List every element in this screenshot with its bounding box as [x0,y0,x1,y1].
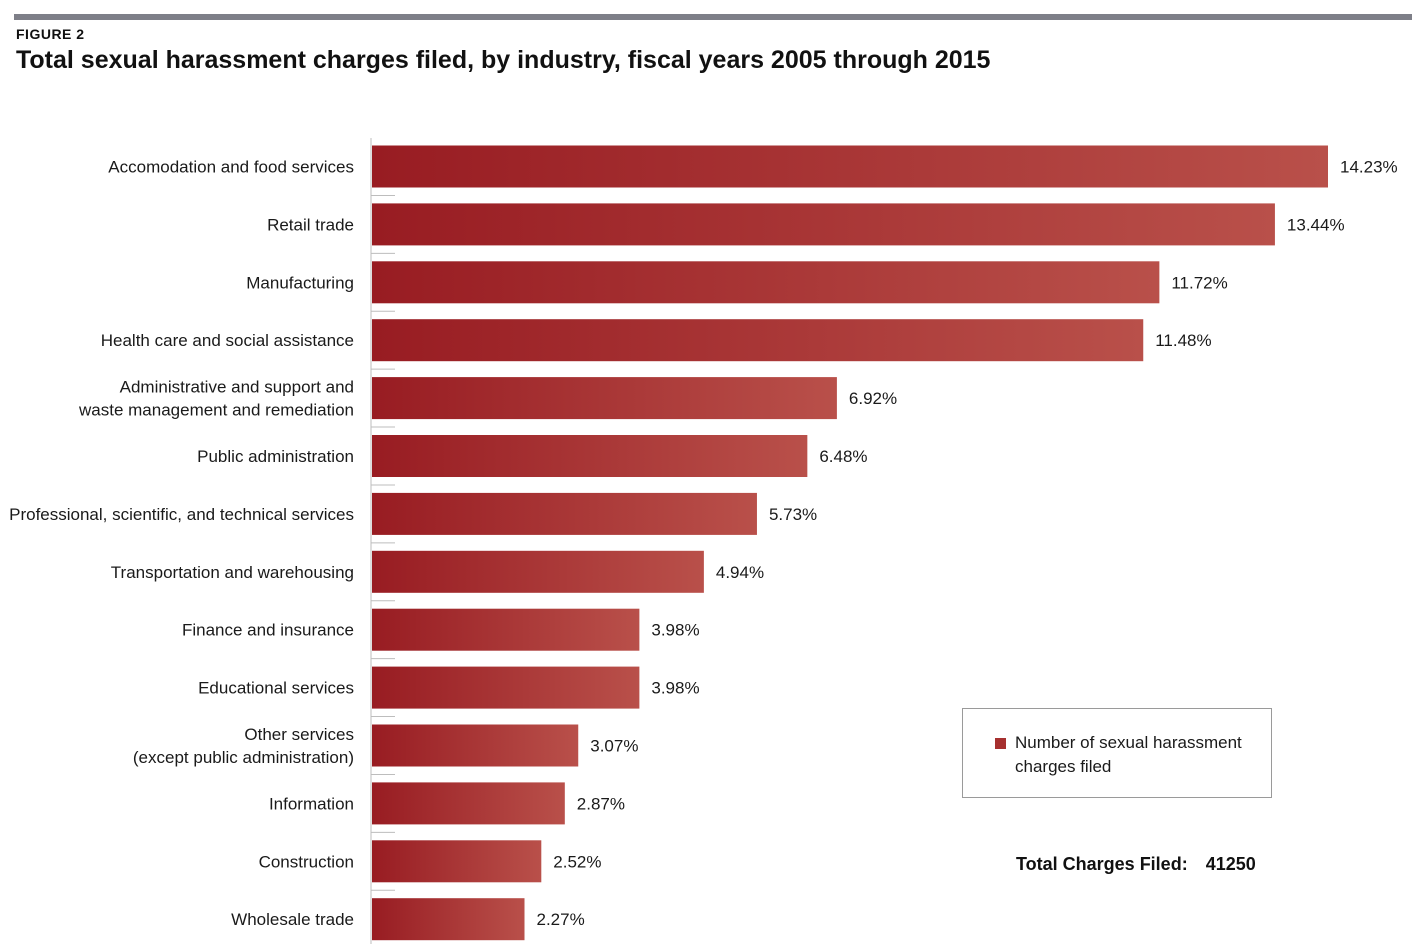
labels-layer: 14.23% Accomodation and food services 13.4… [9,158,1398,930]
category-label-line: Information [269,794,354,813]
legend-entry-label: Number of sexual harassment charges file… [1015,733,1242,776]
category-label: Transportation and warehousing [111,563,354,582]
bar [372,840,542,883]
legend-swatch [995,738,1006,749]
category-label-line: (except public administration) [133,748,354,767]
bar-value-label: 13.44% [1287,215,1345,234]
category-label-line: Accomodation and food services [108,158,354,177]
category-label-line: Retail trade [267,215,354,234]
category-label-line: Wholesale trade [231,910,354,929]
bar-value-label: 2.27% [537,910,585,929]
bar-value-label: 3.98% [651,621,699,640]
bar-value-label: 6.92% [849,389,897,408]
bar [372,608,640,651]
bar-value-label: 3.07% [590,737,638,756]
category-label-line: Administrative and support and [120,378,354,397]
bar-value-label: 11.72% [1171,273,1227,292]
category-label: Public administration [197,447,354,466]
category-label: Health care and social assistance [101,331,354,350]
bar [372,782,565,825]
bar [372,377,837,420]
bar [372,261,1160,304]
category-label-line: Manufacturing [246,273,354,292]
category-label: Educational services [198,679,354,698]
category-label: Professional, scientific, and technical … [9,505,354,524]
category-label-line: Educational services [198,679,354,698]
category-label: Wholesale trade [231,910,354,929]
category-label-line: Health care and social assistance [101,331,354,350]
bar [372,492,757,535]
category-label: Finance and insurance [182,621,354,640]
axis-layer [370,138,395,944]
bar [372,145,1328,188]
category-label-line: Construction [259,852,354,871]
category-label: Construction [259,852,354,871]
category-label: Accomodation and food services [108,158,354,177]
bar-value-label: 14.23% [1340,158,1398,177]
total-charges: Total Charges Filed: 41250 [1016,854,1256,875]
category-label-line: Professional, scientific, and technical … [9,505,354,524]
bar [372,435,808,477]
category-label: Administrative and support and waste mana… [78,378,354,420]
total-charges-label: Total Charges Filed: [1016,854,1188,874]
bar-value-label: 2.87% [577,794,625,813]
category-label: Manufacturing [246,273,354,292]
bar [372,898,525,941]
total-charges-value: 41250 [1205,854,1256,874]
bar-value-label: 6.48% [819,447,867,466]
bar [372,666,640,709]
category-label: Retail trade [267,215,354,234]
bar-value-label: 2.52% [553,852,601,871]
figure-label: FIGURE 2 [16,26,85,42]
bar-value-label: 5.73% [769,505,817,524]
category-label-line: Other services [244,725,354,744]
bars-layer [372,145,1328,941]
category-label-line: Public administration [197,447,354,466]
bar-value-label: 11.48% [1155,331,1211,350]
bar [372,319,1144,362]
category-label: Other services (except public administrat… [133,725,354,767]
chart-title: Total sexual harassment charges filed, b… [16,46,991,74]
bar [372,203,1275,246]
bar [372,550,704,593]
category-label: Information [269,794,354,813]
bar-value-label: 4.94% [716,563,764,582]
category-label-line: Transportation and warehousing [111,563,354,582]
category-label-line: waste management and remediation [78,401,354,420]
legend: Number of sexual harassment charges file… [962,708,1272,798]
top-rule [14,14,1412,20]
category-label-line: Finance and insurance [182,621,354,640]
bar [372,724,579,767]
bar-value-label: 3.98% [651,679,699,698]
